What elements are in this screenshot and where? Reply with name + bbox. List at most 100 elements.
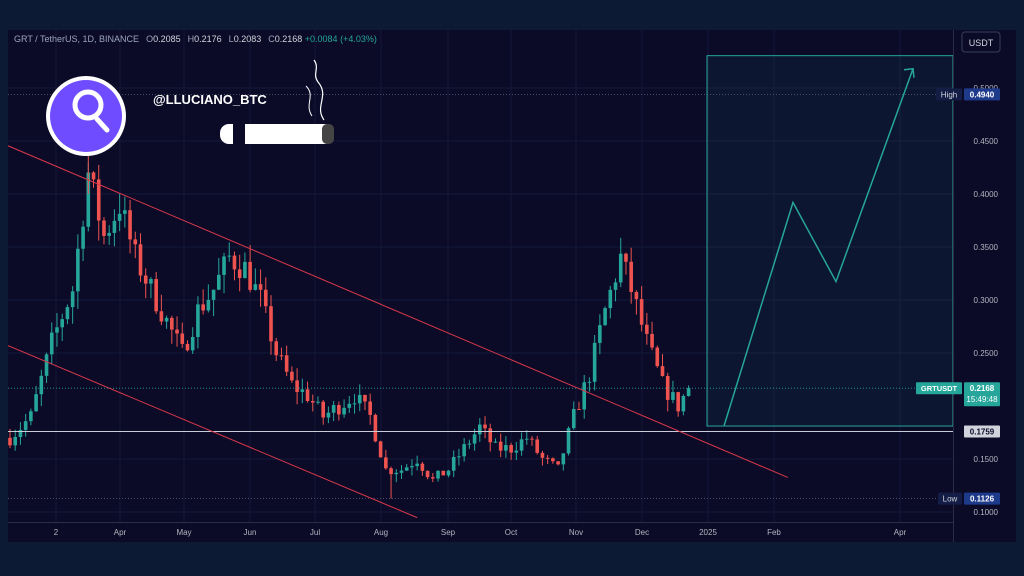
current-tag-box — [916, 382, 962, 395]
candle-body — [504, 445, 508, 451]
candle-body — [431, 477, 435, 479]
candle-body — [577, 409, 581, 411]
support-value-box — [964, 425, 1000, 438]
watermark: @LLUCIANO_BTC — [46, 59, 334, 156]
x-tick-label: Nov — [569, 528, 583, 537]
current-value-box — [964, 382, 1000, 407]
candle-body — [253, 284, 258, 290]
candle-body — [217, 274, 221, 290]
currency-badge[interactable] — [961, 31, 1001, 53]
x-tick-label: Jul — [310, 528, 320, 537]
high-tag-box — [936, 88, 962, 101]
candle-body — [65, 307, 70, 320]
candle-body — [331, 405, 336, 413]
candle-body — [149, 278, 153, 284]
low-value-label: 0.1126 — [970, 495, 995, 504]
candle-body — [451, 456, 456, 471]
chart-frame: 0.50000.45000.40000.35000.30000.25000.15… — [8, 30, 1016, 542]
candle-body — [237, 269, 242, 278]
y-tick-label: 0.4500 — [974, 137, 999, 146]
candle-body — [44, 354, 49, 376]
y-tick-label: 0.1500 — [974, 455, 999, 464]
candle-body — [378, 441, 383, 458]
candles — [8, 94, 691, 499]
candle-body — [55, 327, 59, 333]
candle-body — [650, 333, 654, 348]
projection-arrowhead — [903, 67, 915, 78]
candle-body — [201, 304, 205, 311]
candle-body — [170, 317, 174, 330]
y-tick-label: 0.4000 — [974, 190, 999, 199]
y-axis[interactable]: 0.50000.45000.40000.35000.30000.25000.15… — [953, 30, 1016, 542]
high-value-box — [964, 88, 1000, 101]
candle-body — [128, 210, 132, 240]
x-tick-label: Aug — [374, 528, 388, 537]
candle-body — [23, 421, 28, 430]
candle-body — [514, 450, 519, 453]
candle-body — [175, 329, 179, 334]
candle-body — [91, 172, 96, 180]
candle-body — [18, 429, 23, 438]
candle-body — [81, 226, 85, 249]
candle-body — [561, 453, 566, 465]
candle-body — [180, 333, 185, 344]
candle-body — [373, 414, 378, 442]
candle-body — [592, 342, 597, 382]
candle-body — [123, 210, 127, 214]
price-tags: High 0.4940 Low 0.1126 GRTUSDT 0.2168 15:49:48… — [916, 88, 1000, 505]
logo-ring — [72, 89, 104, 121]
y-tick-label: 0.1000 — [974, 508, 999, 517]
candle-body — [488, 428, 493, 443]
candle-body — [624, 253, 628, 262]
candle-body — [206, 299, 211, 311]
candle-body — [368, 401, 372, 415]
projection-path — [723, 68, 914, 427]
candle-body — [290, 371, 294, 381]
cigar-ash — [322, 124, 334, 144]
candle-body — [190, 337, 195, 351]
candle-body — [243, 261, 247, 278]
candle-body — [86, 172, 91, 227]
candle-body — [76, 248, 80, 292]
candle-body — [394, 472, 399, 475]
cigar-body — [220, 124, 334, 144]
candle-body — [342, 407, 346, 415]
price-chart[interactable]: 0.50000.45000.40000.35000.30000.25000.15… — [8, 30, 1016, 542]
y-tick-label: 0.2500 — [974, 349, 999, 358]
x-tick-label: 2025 — [699, 528, 717, 537]
x-axis[interactable]: 2 Apr May Jun Jul Aug Sep Oct Nov Dec 2025 Feb Apr — [8, 522, 953, 538]
x-tick-label: Feb — [767, 528, 781, 537]
channel-upper-line — [8, 145, 788, 478]
candle-body — [295, 380, 299, 392]
candle-body — [13, 437, 18, 446]
high-tag-label: High — [941, 90, 957, 99]
candle-body — [425, 470, 430, 478]
candle-body — [498, 441, 503, 451]
symbol-title: GRT / TetherUS, 1D, BINANCE — [14, 34, 140, 44]
price-change: +0.0084 (+4.03%) — [304, 34, 377, 44]
candle-body — [634, 291, 639, 300]
candle-body — [457, 456, 461, 458]
candle-body — [478, 424, 482, 435]
candle-body — [310, 401, 315, 403]
candle-body — [384, 457, 388, 469]
channel-lower-line — [8, 345, 418, 519]
candle-body — [102, 220, 106, 236]
candle-body — [279, 355, 284, 357]
x-tick-label: 2 — [54, 528, 59, 537]
candle-body — [540, 452, 545, 458]
candle-body — [462, 444, 466, 457]
candle-body — [159, 311, 164, 322]
ohlc-low: L0.2083 — [228, 34, 262, 44]
candle-body — [472, 434, 477, 444]
candle-body — [436, 470, 440, 479]
low-tag-label: Low — [943, 495, 958, 504]
candle-body — [613, 282, 618, 290]
support-value-label: 0.1759 — [970, 428, 995, 437]
candle-body — [519, 439, 524, 451]
candle-body — [399, 470, 404, 473]
x-tick-label: Jun — [244, 528, 257, 537]
x-tick-label: Dec — [635, 528, 649, 537]
candle-body — [258, 284, 263, 290]
candle-body — [530, 438, 534, 440]
